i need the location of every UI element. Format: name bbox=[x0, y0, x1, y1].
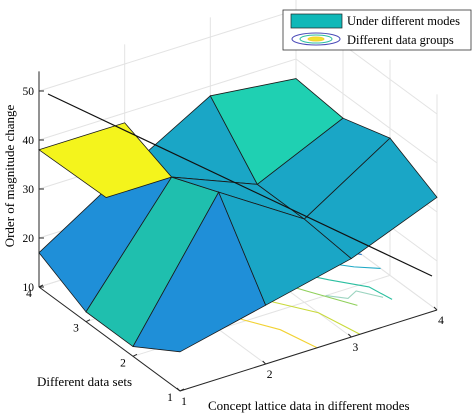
legend: Under different modes Different data gro… bbox=[282, 9, 472, 51]
line-layer bbox=[47, 93, 433, 277]
x-tick-label-2: 3 bbox=[352, 342, 358, 354]
contour-line-7 bbox=[325, 290, 384, 300]
z-tick-label-0: 10 bbox=[23, 282, 35, 294]
y-tick-label-1: 2 bbox=[120, 357, 126, 369]
x-tick-mark-1 bbox=[262, 360, 267, 365]
x-tick-label-1: 2 bbox=[267, 369, 273, 381]
legend-entry-0: Under different modes bbox=[347, 14, 460, 28]
legend-swatch-contour bbox=[291, 32, 341, 46]
z-tick-label-1: 20 bbox=[23, 233, 35, 245]
y-tick-mark-2 bbox=[85, 319, 91, 323]
y-tick-mark-0 bbox=[179, 388, 185, 392]
legend-entry-1: Different data groups bbox=[347, 33, 454, 47]
surface-patch-highlight bbox=[38, 122, 173, 199]
y-tick-label-0: 1 bbox=[167, 392, 173, 404]
y-tick-label-3: 4 bbox=[26, 288, 32, 300]
y-tick-label-2: 3 bbox=[73, 323, 79, 335]
reference-line bbox=[47, 93, 433, 277]
x-axis-label: Concept lattice data in different modes bbox=[208, 398, 410, 413]
surface-layer bbox=[38, 78, 438, 353]
z-tick-label-3: 40 bbox=[23, 135, 35, 147]
x-tick-label-0: 1 bbox=[181, 396, 187, 408]
x-tick-label-3: 4 bbox=[438, 315, 444, 327]
axis-layer bbox=[38, 71, 438, 392]
x-tick-mark-0 bbox=[176, 387, 181, 392]
x-axis-line bbox=[179, 309, 438, 392]
x-tick-mark-3 bbox=[433, 306, 438, 311]
legend-swatch-surface bbox=[290, 13, 343, 29]
y-axis-line bbox=[38, 286, 181, 392]
x-tick-mark-2 bbox=[347, 333, 352, 338]
y-axis-label: Different data sets bbox=[37, 374, 132, 389]
y-tick-mark-1 bbox=[132, 353, 138, 357]
surface-patch-0-2 bbox=[303, 137, 438, 260]
gridline-z-3 bbox=[38, 58, 438, 164]
z-tick-label-4: 50 bbox=[23, 86, 35, 98]
z-tick-label-2: 30 bbox=[23, 184, 35, 196]
z-axis-label: Order of magnitude change bbox=[2, 104, 17, 247]
